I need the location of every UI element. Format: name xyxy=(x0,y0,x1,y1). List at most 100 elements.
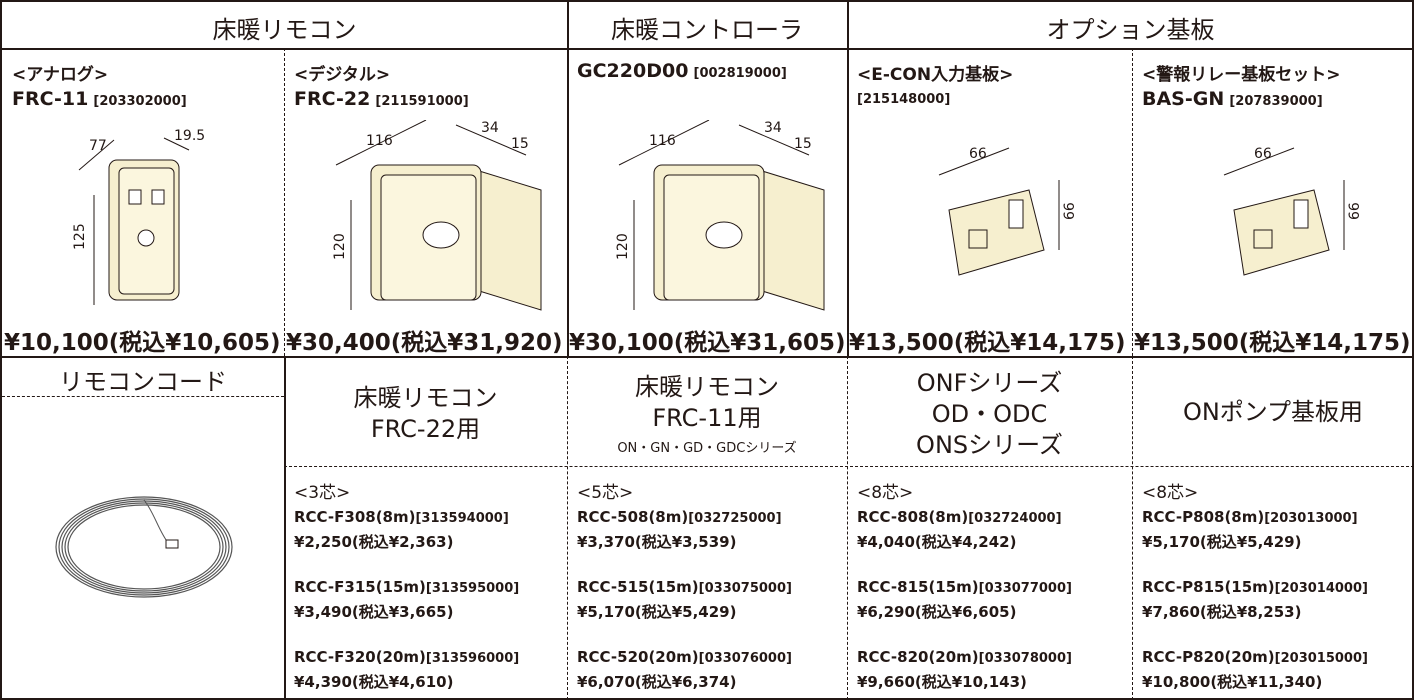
drawing-part xyxy=(738,124,810,156)
dimension-label: 125 xyxy=(72,223,88,250)
product-id: GC220D00 [002819000] xyxy=(577,60,787,82)
cord-model: RCC-508(8m) xyxy=(577,508,689,526)
cord-code: [203015000] xyxy=(1274,651,1368,666)
dimension-label: 77 xyxy=(89,138,107,154)
cord-code: [203014000] xyxy=(1274,581,1368,596)
product-code: [207839000] xyxy=(1229,94,1323,109)
column-header: オプション基板 xyxy=(1046,16,1215,44)
product-illustration: 116 34 15 120 xyxy=(615,120,825,311)
dimension-label: 34 xyxy=(764,120,782,136)
drawing-part xyxy=(163,137,190,151)
group-heading: ONFシリーズ xyxy=(916,368,1063,397)
cord-price: ¥7,860(税込¥8,253) xyxy=(1142,603,1302,621)
product-model: GC220D00 xyxy=(577,60,689,82)
product-type: <アナログ> xyxy=(12,65,109,85)
drawing-part xyxy=(968,229,988,249)
group-heading: ONポンプ基板用 xyxy=(1182,397,1364,426)
cord-item: RCC-F308(8m)[313594000] xyxy=(294,507,509,526)
drawing-part xyxy=(1293,199,1309,229)
drawing-part xyxy=(948,189,1045,276)
core-count: <8芯> xyxy=(857,483,914,503)
drawing-part xyxy=(1233,189,1330,276)
cord-price: ¥9,660(税込¥10,143) xyxy=(857,673,1027,691)
group-heading: FRC-22用 xyxy=(370,415,481,443)
cord-price: ¥6,290(税込¥6,605) xyxy=(857,603,1017,621)
cord-item: RCC-P808(8m)[203013000] xyxy=(1142,507,1358,526)
drawing-part xyxy=(78,139,115,171)
cord-price: ¥4,390(税込¥4,610) xyxy=(294,673,454,691)
cord-code: [032725000] xyxy=(688,511,782,526)
cord-item: RCC-F315(15m)[313595000] xyxy=(294,577,519,596)
cord-model: RCC-P820(20m) xyxy=(1142,648,1275,666)
group-heading: FRC-11用 xyxy=(652,404,762,433)
column-header: 床暖コントローラ xyxy=(611,16,803,44)
product-code: [002819000] xyxy=(693,66,787,81)
row-border xyxy=(284,466,1414,467)
drawing-part xyxy=(165,539,179,549)
core-count: <3芯> xyxy=(294,483,351,503)
cord-code: [032724000] xyxy=(968,511,1062,526)
cord-item: RCC-820(20m)[033078000] xyxy=(857,647,1072,666)
dimension-label: 120 xyxy=(615,233,631,260)
product-type: <デジタル> xyxy=(294,65,391,85)
cord-item: RCC-P820(20m)[203015000] xyxy=(1142,647,1368,666)
cord-model: RCC-F308(8m) xyxy=(294,508,416,526)
column-border xyxy=(847,2,849,356)
drawing-part xyxy=(422,221,460,249)
cord-model: RCC-F315(15m) xyxy=(294,578,426,596)
cord-price: ¥2,250(税込¥2,363) xyxy=(294,533,454,551)
product-type: <E-CON入力基板> xyxy=(857,65,1014,85)
cord-price: ¥10,800(税込¥11,340) xyxy=(1142,673,1323,691)
product-price: ¥13,500(税込¥14,175) xyxy=(1134,330,1411,356)
column-border xyxy=(567,2,569,356)
dimension-label: 19.5 xyxy=(174,128,205,144)
column-border xyxy=(284,356,286,700)
column-border xyxy=(1132,48,1133,356)
cord-model: RCC-P815(15m) xyxy=(1142,578,1275,596)
column-border xyxy=(567,356,568,700)
group-heading: 床暖リモコン xyxy=(635,373,779,402)
cord-item: RCC-520(20m)[033076000] xyxy=(577,647,792,666)
product-id: BAS-GN [207839000] xyxy=(1142,88,1323,110)
core-count: <5芯> xyxy=(577,483,634,503)
cord-model: RCC-P808(8m) xyxy=(1142,508,1265,526)
product-id: FRC-22 [211591000] xyxy=(294,88,469,110)
product-illustration: 66 66 xyxy=(938,146,1078,276)
product-price: ¥10,100(税込¥10,605) xyxy=(4,330,281,356)
cord-code: [033077000] xyxy=(978,581,1072,596)
drawing-part xyxy=(1253,229,1273,249)
drawing-part xyxy=(128,189,142,205)
group-note: ON・GN・GD・GDCシリーズ xyxy=(617,441,797,457)
cord-price: ¥3,490(税込¥3,665) xyxy=(294,603,454,621)
cord-price: ¥4,040(税込¥4,242) xyxy=(857,533,1017,551)
cord-model: RCC-820(20m) xyxy=(857,648,979,666)
cord-code: [313594000] xyxy=(415,511,509,526)
cord-model: RCC-520(20m) xyxy=(577,648,699,666)
cord-code: [033075000] xyxy=(698,581,792,596)
cord-code: [033078000] xyxy=(978,651,1072,666)
cord-item: RCC-515(15m)[033075000] xyxy=(577,577,792,596)
dimension-label: 66 xyxy=(1347,202,1363,220)
dimension-label: 66 xyxy=(1254,146,1272,162)
drawing-part xyxy=(137,229,155,247)
drawing-part xyxy=(1223,147,1295,176)
cord-code: [313596000] xyxy=(425,651,520,666)
cord-item: RCC-815(15m)[033077000] xyxy=(857,577,1072,596)
product-illustration: 116 34 15 120 xyxy=(332,120,542,311)
cord-model: RCC-515(15m) xyxy=(577,578,699,596)
drawing-part xyxy=(61,500,227,594)
column-header: 床暖リモコン xyxy=(212,16,357,44)
drawing-part xyxy=(1008,199,1024,229)
product-price: ¥13,500(税込¥14,175) xyxy=(849,330,1126,356)
cord-item: RCC-P815(15m)[203014000] xyxy=(1142,577,1368,596)
dimension-label: 116 xyxy=(366,133,393,149)
drawing-part xyxy=(335,120,427,166)
dimension-label: 66 xyxy=(969,146,987,162)
cord-model: RCC-815(15m) xyxy=(857,578,979,596)
dimension-label: 15 xyxy=(794,136,812,152)
drawing-part xyxy=(758,169,825,311)
column-border xyxy=(847,356,848,700)
dimension-label: 34 xyxy=(481,120,499,136)
